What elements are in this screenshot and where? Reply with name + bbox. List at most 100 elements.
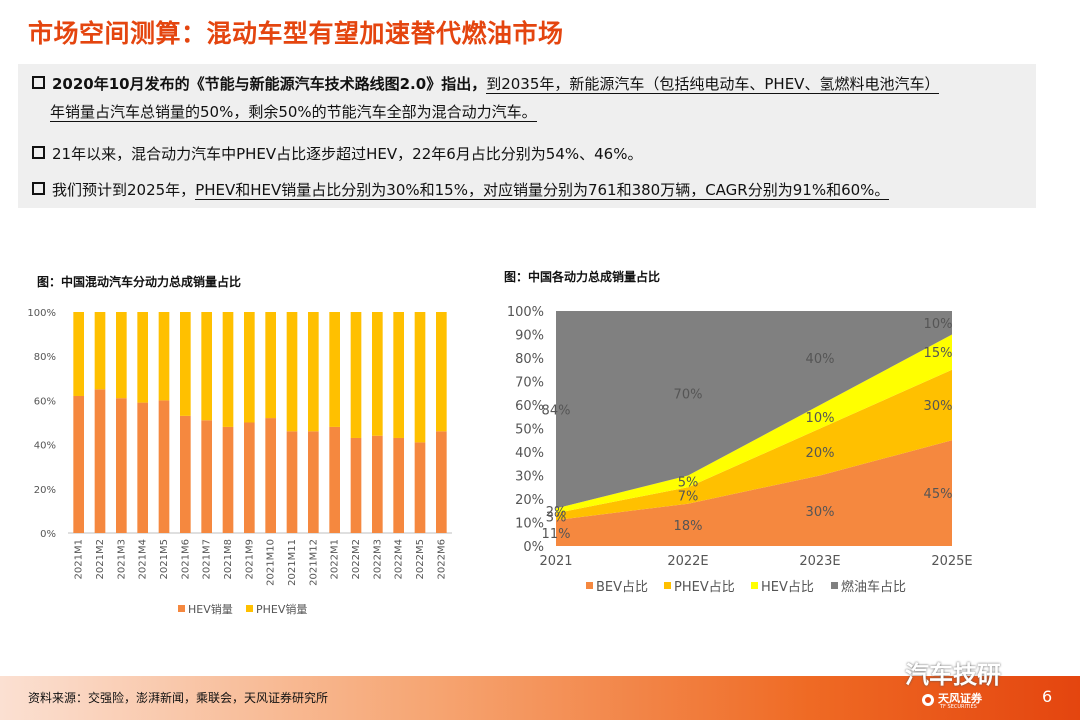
chart2-data-label: 20% <box>806 446 835 461</box>
chart2-xtick: 2025E <box>931 554 972 569</box>
chart2-ytick: 80% <box>515 352 544 367</box>
chart1-bar-phev <box>201 312 212 421</box>
chart1-bar-phev <box>350 312 362 438</box>
chart1-bar-hev <box>116 398 127 533</box>
chart1-xtick: 2021M5 <box>159 539 170 579</box>
chart1-bar-phev <box>222 312 234 427</box>
chart2-data-label: 2% <box>546 505 567 520</box>
key-points-box: 2020年10月发布的《节能与新能源汽车技术路线图2.0》指出，到2035年，新… <box>18 64 1036 208</box>
chart1-bar-phev <box>265 312 276 419</box>
chart2-legend-swatch <box>664 582 671 589</box>
chart1-ytick: 40% <box>34 441 56 452</box>
chart1-xtick: 2022M3 <box>372 539 383 579</box>
key-point-2-text: 21年以来，混合动力汽车中PHEV占比逐步超过HEV，22年6月占比分别为54%… <box>52 145 643 163</box>
chart1-bar-phev <box>329 312 340 427</box>
chart2-data-label: 5% <box>678 475 699 490</box>
chart2-ytick: 10% <box>515 517 544 532</box>
watermark-text: 汽车技研 <box>905 661 1001 689</box>
chart2-ytick: 0% <box>523 540 544 555</box>
chart2-legend-label: HEV占比 <box>761 580 814 595</box>
chart1-bar-phev <box>286 312 298 432</box>
chart1-title: 图：中国混动汽车分动力总成销量占比 <box>37 275 242 289</box>
chart1-bar-hev <box>329 426 340 533</box>
chart1-bar-phev <box>137 312 148 403</box>
chart2-xtick: 2023E <box>799 554 840 569</box>
chart2-ytick: 50% <box>515 423 544 438</box>
chart1-ytick: 80% <box>34 352 56 363</box>
chart1-bar-hev <box>137 402 148 533</box>
chart1-legend-label: HEV销量 <box>188 602 233 616</box>
chart2-data-label: 84% <box>542 404 571 419</box>
key-point-3-highlight: PHEV和HEV销量占比分别为30%和15%，对应销量分别为761和380万辆，… <box>195 181 890 200</box>
checkbox-bullet-icon <box>32 76 45 89</box>
chart1-xtick: 2021M12 <box>308 539 319 586</box>
brand-name: 天风证券 <box>938 692 982 705</box>
key-point-2: 21年以来，混合动力汽车中PHEV占比逐步超过HEV，22年6月占比分别为54%… <box>32 142 642 166</box>
chart1-bar-phev <box>308 312 319 432</box>
chart1-bar-phev <box>94 312 106 390</box>
chart2-area-ice <box>556 311 952 509</box>
chart1-xtick: 2021M1 <box>74 539 85 579</box>
chart1-bar-hev <box>372 435 383 533</box>
chart2-ytick: 100% <box>507 305 544 320</box>
charts-canvas: 0% 20% 40% 60% 80% 100% 2021M1 2021M2 2021M3 2021… <box>27 305 972 616</box>
chart1-ytick: 100% <box>27 308 56 319</box>
chart2-data-label: 40% <box>806 352 835 367</box>
chart2-area-phev <box>556 369 952 521</box>
chart2-ytick: 40% <box>515 446 544 461</box>
footer-source: 资料来源：交强险，澎湃新闻，乘联会，天风证券研究所 <box>28 691 329 705</box>
chart2-legend-swatch <box>751 582 758 589</box>
chart1-bar-phev <box>414 312 426 443</box>
chart1-xtick: 2022M2 <box>351 539 362 579</box>
key-point-1-highlight-2: 年销量占汽车总销量的50%，剩余50%的节能汽车全部为混合动力汽车。 <box>50 103 537 122</box>
chart1-xtick: 2022M5 <box>415 539 426 579</box>
chart2-ytick: 30% <box>515 470 544 485</box>
chart1-xtick: 2021M2 <box>95 539 106 579</box>
chart1-bar-phev <box>244 312 255 423</box>
chart2-legend-label: BEV占比 <box>596 580 648 595</box>
chart2-legend-label: 燃油车占比 <box>841 579 906 595</box>
chart1-bar-hev <box>73 395 84 533</box>
chart2-legend-label: PHEV占比 <box>674 580 735 595</box>
page-number: 6 <box>1042 687 1053 706</box>
chart1-xtick: 2021M8 <box>223 539 234 579</box>
chart1-xtick: 2021M3 <box>116 539 127 579</box>
chart2-title: 图：中国各动力总成销量占比 <box>504 270 661 284</box>
chart1-bar-phev <box>180 312 191 416</box>
chart1-ytick: 20% <box>34 485 56 496</box>
chart1-bar-hev <box>222 426 234 533</box>
chart1-legend-label: PHEV销量 <box>256 602 307 616</box>
chart1-bar-hev <box>286 431 298 533</box>
key-point-1-cont: 年销量占汽车总销量的50%，剩余50%的节能汽车全部为混合动力汽车。 <box>50 100 537 124</box>
chart1-bar-phev <box>116 312 127 399</box>
chart2-data-label: 18% <box>674 519 703 534</box>
chart1-bar-hev <box>308 431 319 533</box>
chart2-xtick: 2021 <box>539 554 572 569</box>
chart1-ytick: 60% <box>34 396 56 407</box>
checkbox-bullet-icon <box>32 146 45 159</box>
key-point-3-lead: 我们预计到2025年， <box>52 181 196 199</box>
chart2-data-label: 10% <box>806 411 835 426</box>
chart1-bar-phev <box>158 312 170 401</box>
chart2-legend-swatch <box>586 582 593 589</box>
chart1-legend-swatch <box>178 605 185 612</box>
chart1-bar-hev <box>393 437 404 533</box>
chart1-xtick: 2021M6 <box>180 539 191 579</box>
chart1-bar-phev <box>372 312 383 436</box>
footer-bar <box>0 676 1080 720</box>
chart2-data-label: 70% <box>674 387 703 402</box>
chart2-data-label: 45% <box>924 487 953 502</box>
chart1-xtick: 2022M6 <box>436 539 447 579</box>
chart1-bar-hev <box>436 431 447 533</box>
chart2-data-label: 15% <box>924 346 953 361</box>
chart2-data-label: 3% <box>546 511 567 526</box>
chart2-data-label: 10% <box>924 317 953 332</box>
chart1-bar-hev <box>158 400 170 533</box>
chart1-bar-hev <box>414 442 426 533</box>
chart2-xtick: 2022E <box>667 554 708 569</box>
chart1-bar-phev <box>393 312 404 438</box>
chart2-legend-swatch <box>831 582 838 589</box>
chart1-xtick: 2022M1 <box>330 539 341 579</box>
key-point-3: 我们预计到2025年，PHEV和HEV销量占比分别为30%和15%，对应销量分别… <box>32 178 890 202</box>
chart1-bar-hev <box>94 389 106 533</box>
